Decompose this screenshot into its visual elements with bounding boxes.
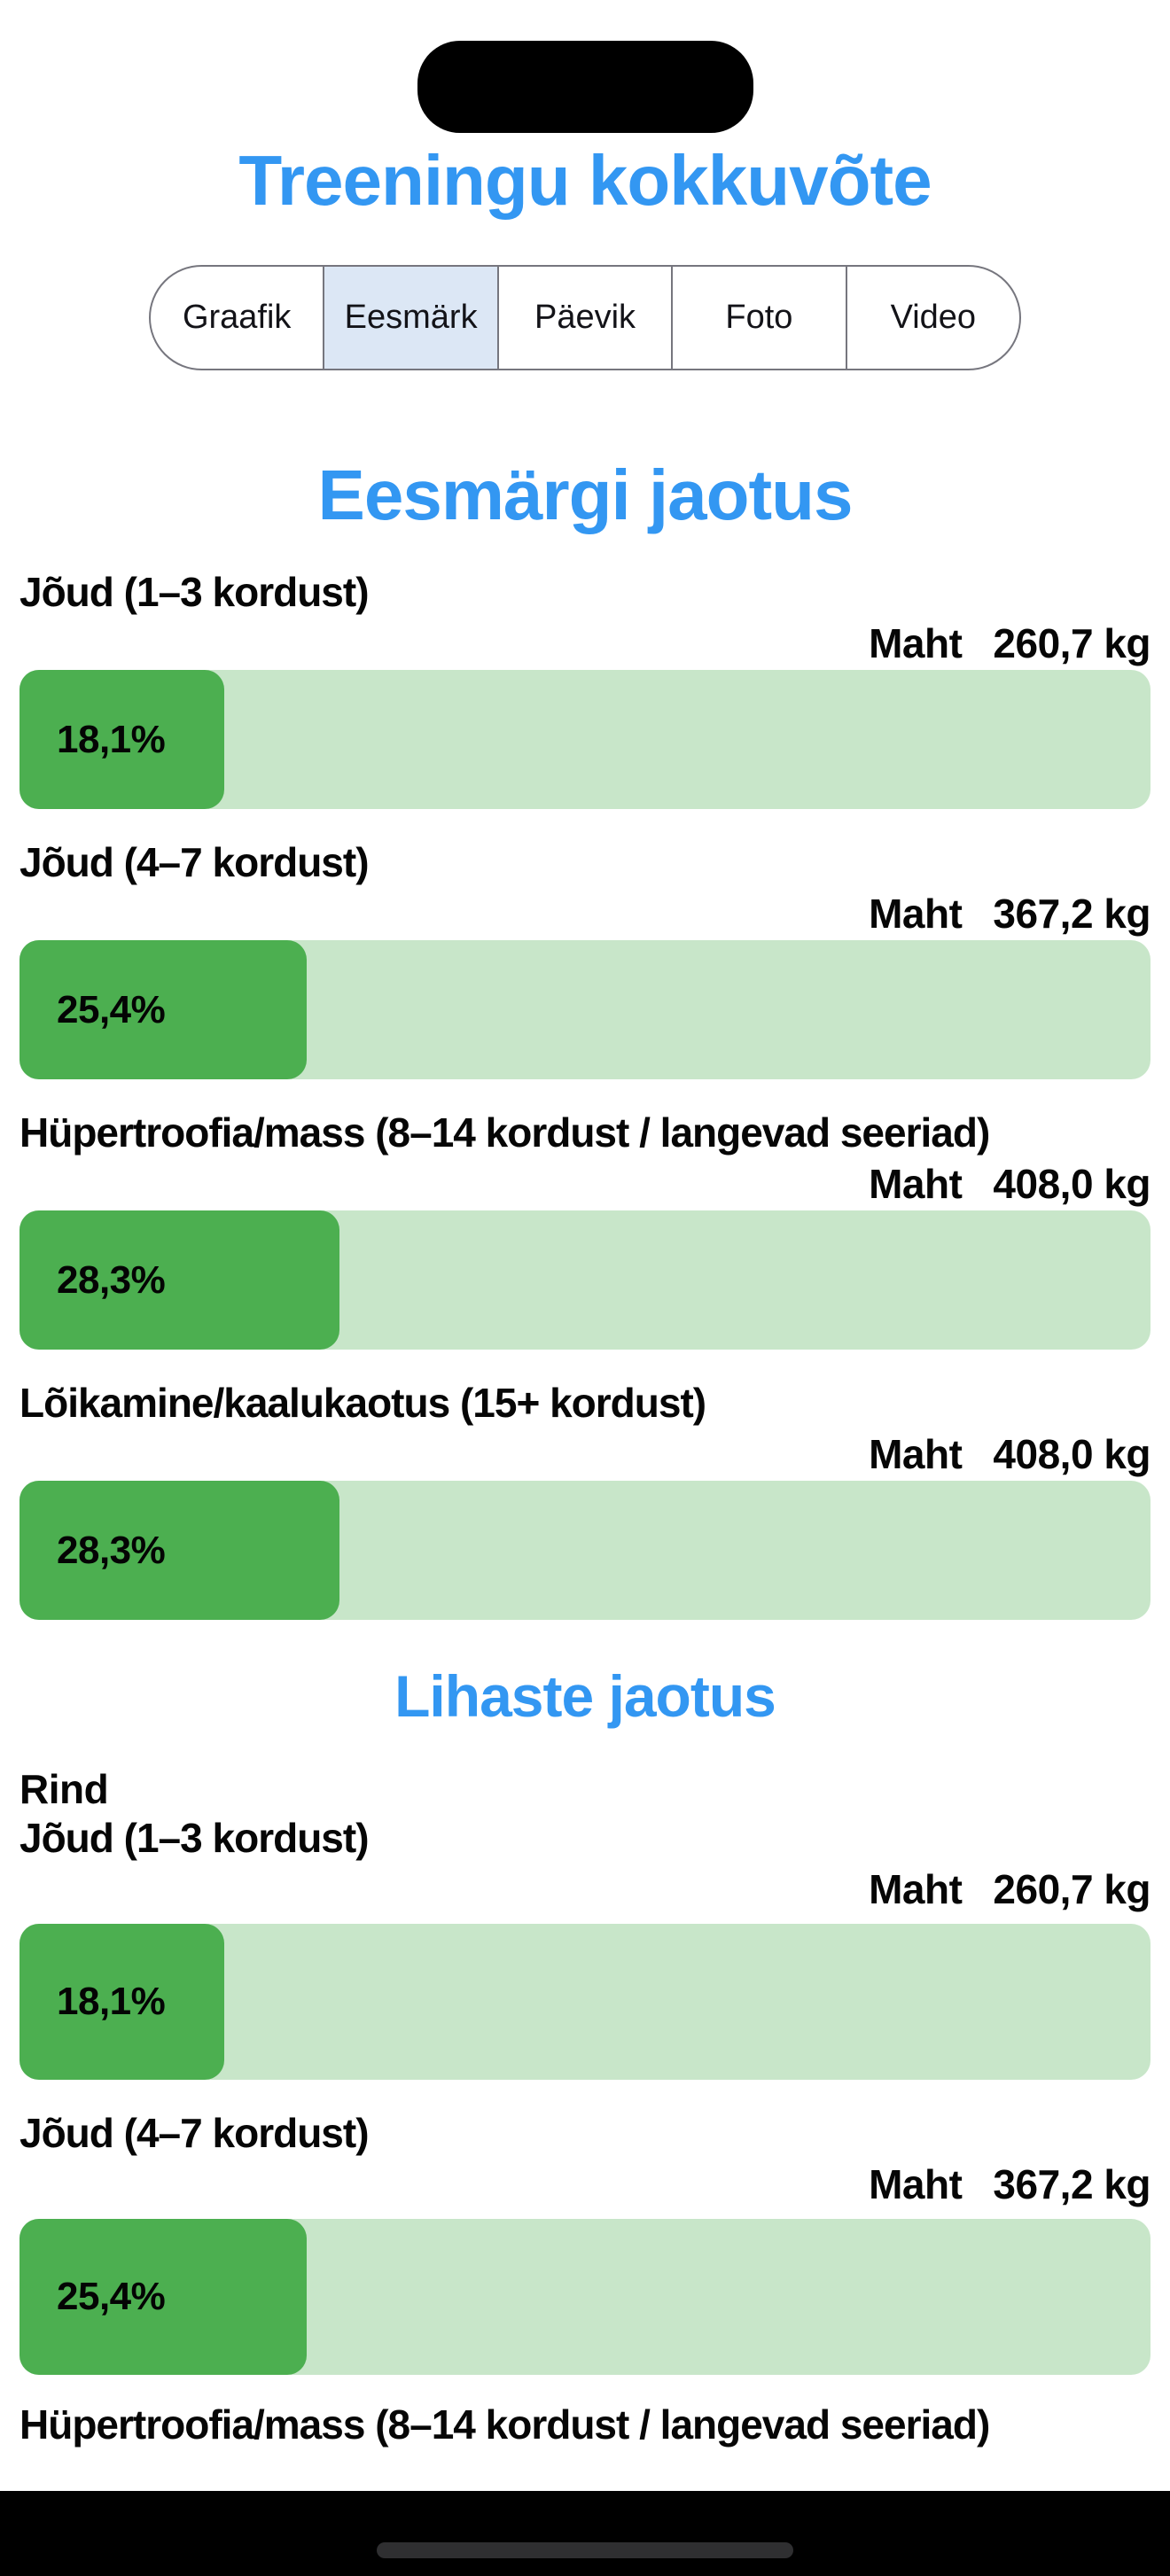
page-title: Treeningu kokkuvõte xyxy=(238,141,932,220)
volume-caption: Maht xyxy=(869,620,963,666)
tab-päevik[interactable]: Päevik xyxy=(496,267,671,369)
metric-row: Jõud (1–3 kordust) Maht 260,7 kg 18,1% xyxy=(20,1813,1150,2080)
volume-value: 260,7 kg xyxy=(993,1866,1150,1912)
section-heading: Eesmärgi jaotus xyxy=(317,455,853,534)
progress-bar-fill: 28,3% xyxy=(20,1210,340,1350)
volume-line: Maht 367,2 kg xyxy=(20,890,1150,938)
metric-row: Hüpertroofia/mass (8–14 kordust / langev… xyxy=(20,2400,1150,2449)
progress-bar-fill: 25,4% xyxy=(20,2219,308,2375)
section-heading: Lihaste jaotus xyxy=(394,1663,776,1729)
volume-value: 367,2 kg xyxy=(993,891,1150,937)
metric-row: Hüpertroofia/mass (8–14 kordust / langev… xyxy=(20,1108,1150,1350)
progress-bar-fill: 18,1% xyxy=(20,670,224,809)
progress-bar-fill: 25,4% xyxy=(20,940,308,1079)
redacted-logo xyxy=(417,41,753,133)
volume-value: 408,0 kg xyxy=(993,1161,1150,1207)
progress-bar-fill: 18,1% xyxy=(20,1924,224,2080)
progress-bar-track: 25,4% xyxy=(20,2219,1150,2375)
home-indicator[interactable] xyxy=(377,2542,793,2558)
main-content: Eesmärgi jaotus Jõud (1–3 kordust) Maht … xyxy=(0,452,1170,2449)
progress-bar-track: 25,4% xyxy=(20,940,1150,1079)
progress-bar-track: 28,3% xyxy=(20,1481,1150,1620)
progress-percent: 25,4% xyxy=(57,2275,166,2318)
volume-caption: Maht xyxy=(869,1161,963,1207)
volume-line: Maht 260,7 kg xyxy=(20,1865,1150,1913)
metric-row: Jõud (4–7 kordust) Maht 367,2 kg 25,4% xyxy=(20,837,1150,1079)
volume-value: 408,0 kg xyxy=(993,1431,1150,1477)
progress-percent: 18,1% xyxy=(57,717,166,761)
metric-label: Jõud (1–3 kordust) xyxy=(20,569,370,615)
progress-percent: 28,3% xyxy=(57,1528,166,1572)
metric-label: Jõud (1–3 kordust) xyxy=(20,1815,370,1861)
progress-percent: 18,1% xyxy=(57,1980,166,2023)
metric-row: Jõud (1–3 kordust) Maht 260,7 kg 18,1% xyxy=(20,567,1150,809)
volume-caption: Maht xyxy=(869,2161,963,2207)
progress-percent: 28,3% xyxy=(57,1257,166,1302)
progress-bar-track: 28,3% xyxy=(20,1210,1150,1350)
section-2: Lihaste jaotus Rind Jõud (1–3 kordust) Ma… xyxy=(20,1662,1150,2449)
progress-bar-fill: 28,3% xyxy=(20,1481,340,1620)
metric-label: Jõud (4–7 kordust) xyxy=(20,839,370,885)
volume-line: Maht 367,2 kg xyxy=(20,2160,1150,2208)
progress-bar-track: 18,1% xyxy=(20,1924,1150,2080)
progress-bar-track: 18,1% xyxy=(20,670,1150,809)
volume-value: 367,2 kg xyxy=(993,2161,1150,2207)
volume-caption: Maht xyxy=(869,891,963,937)
metric-label: Lõikamine/kaalukaotus (15+ kordust) xyxy=(20,1380,706,1426)
tab-foto[interactable]: Foto xyxy=(671,267,845,369)
progress-percent: 25,4% xyxy=(57,987,166,1031)
tab-video[interactable]: Video xyxy=(845,267,1019,369)
metric-label: Hüpertroofia/mass (8–14 kordust / langev… xyxy=(20,1109,990,1156)
volume-line: Maht 260,7 kg xyxy=(20,619,1150,667)
muscle-group-label: Rind xyxy=(20,1766,109,1812)
volume-line: Maht 408,0 kg xyxy=(20,1160,1150,1208)
tab-bar: Graafik Eesmärk Päevik Foto Video xyxy=(149,265,1021,370)
section-1: Eesmärgi jaotus Jõud (1–3 kordust) Maht … xyxy=(20,452,1150,1620)
metric-row: Jõud (4–7 kordust) Maht 367,2 kg 25,4% xyxy=(20,2108,1150,2375)
metric-row: Lõikamine/kaalukaotus (15+ kordust) Maht… xyxy=(20,1378,1150,1620)
volume-caption: Maht xyxy=(869,1431,963,1477)
volume-line: Maht 408,0 kg xyxy=(20,1430,1150,1478)
volume-caption: Maht xyxy=(869,1866,963,1912)
bottom-system-bar xyxy=(0,2491,1170,2576)
tab-graafik[interactable]: Graafik xyxy=(151,267,323,369)
metric-label: Hüpertroofia/mass (8–14 kordust / langev… xyxy=(20,2401,990,2448)
tab-eesmärk[interactable]: Eesmärk xyxy=(323,267,497,369)
metric-label: Jõud (4–7 kordust) xyxy=(20,2110,370,2156)
volume-value: 260,7 kg xyxy=(993,620,1150,666)
